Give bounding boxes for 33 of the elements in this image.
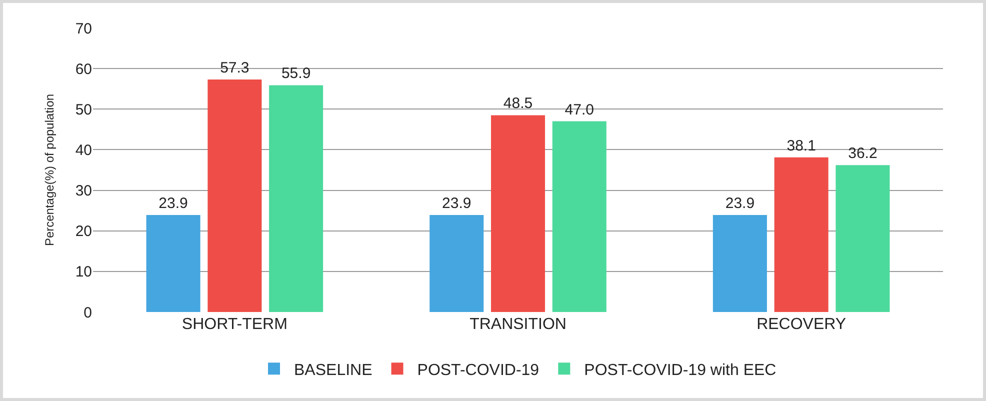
y-tick-label: 60 (75, 60, 92, 78)
text: 55.9 (281, 65, 311, 82)
x-tick-label: SHORT-TERM (182, 316, 288, 333)
x-tick-label: TRANSITION (470, 316, 566, 333)
text: 48.5 (503, 95, 533, 112)
text: 23.9 (725, 195, 755, 212)
legend-label: POST-COVID-19 with EEC (584, 362, 776, 379)
bar (269, 85, 324, 312)
text: 23.9 (158, 195, 188, 212)
y-tick-label: 40 (75, 142, 92, 159)
bar (490, 115, 546, 312)
y-axis-title: Percentage(%) of population (42, 94, 57, 246)
x-tick-label: RECOVERY (756, 316, 846, 333)
y-tick-label: 70 (75, 20, 92, 38)
bar (712, 215, 767, 312)
y-tick-label: 20 (75, 223, 92, 240)
bar (146, 215, 200, 312)
y-tick-label: 0 (84, 304, 92, 322)
text: 38.1 (786, 137, 816, 154)
text: 57.3 (220, 60, 250, 77)
y-tick-label: 50 (75, 101, 92, 118)
legend-label: POST-COVID-19 (417, 362, 540, 379)
bar (208, 80, 262, 312)
y-tick-label: 30 (75, 182, 92, 200)
bar (552, 121, 606, 312)
bar (774, 157, 828, 312)
text: 47.0 (564, 101, 594, 118)
bar (836, 165, 890, 312)
bar (430, 215, 484, 312)
text: 36.2 (848, 145, 878, 162)
text: 23.9 (442, 195, 472, 212)
legend-label: BASELINE (294, 362, 372, 379)
y-tick-label: 10 (75, 264, 92, 281)
